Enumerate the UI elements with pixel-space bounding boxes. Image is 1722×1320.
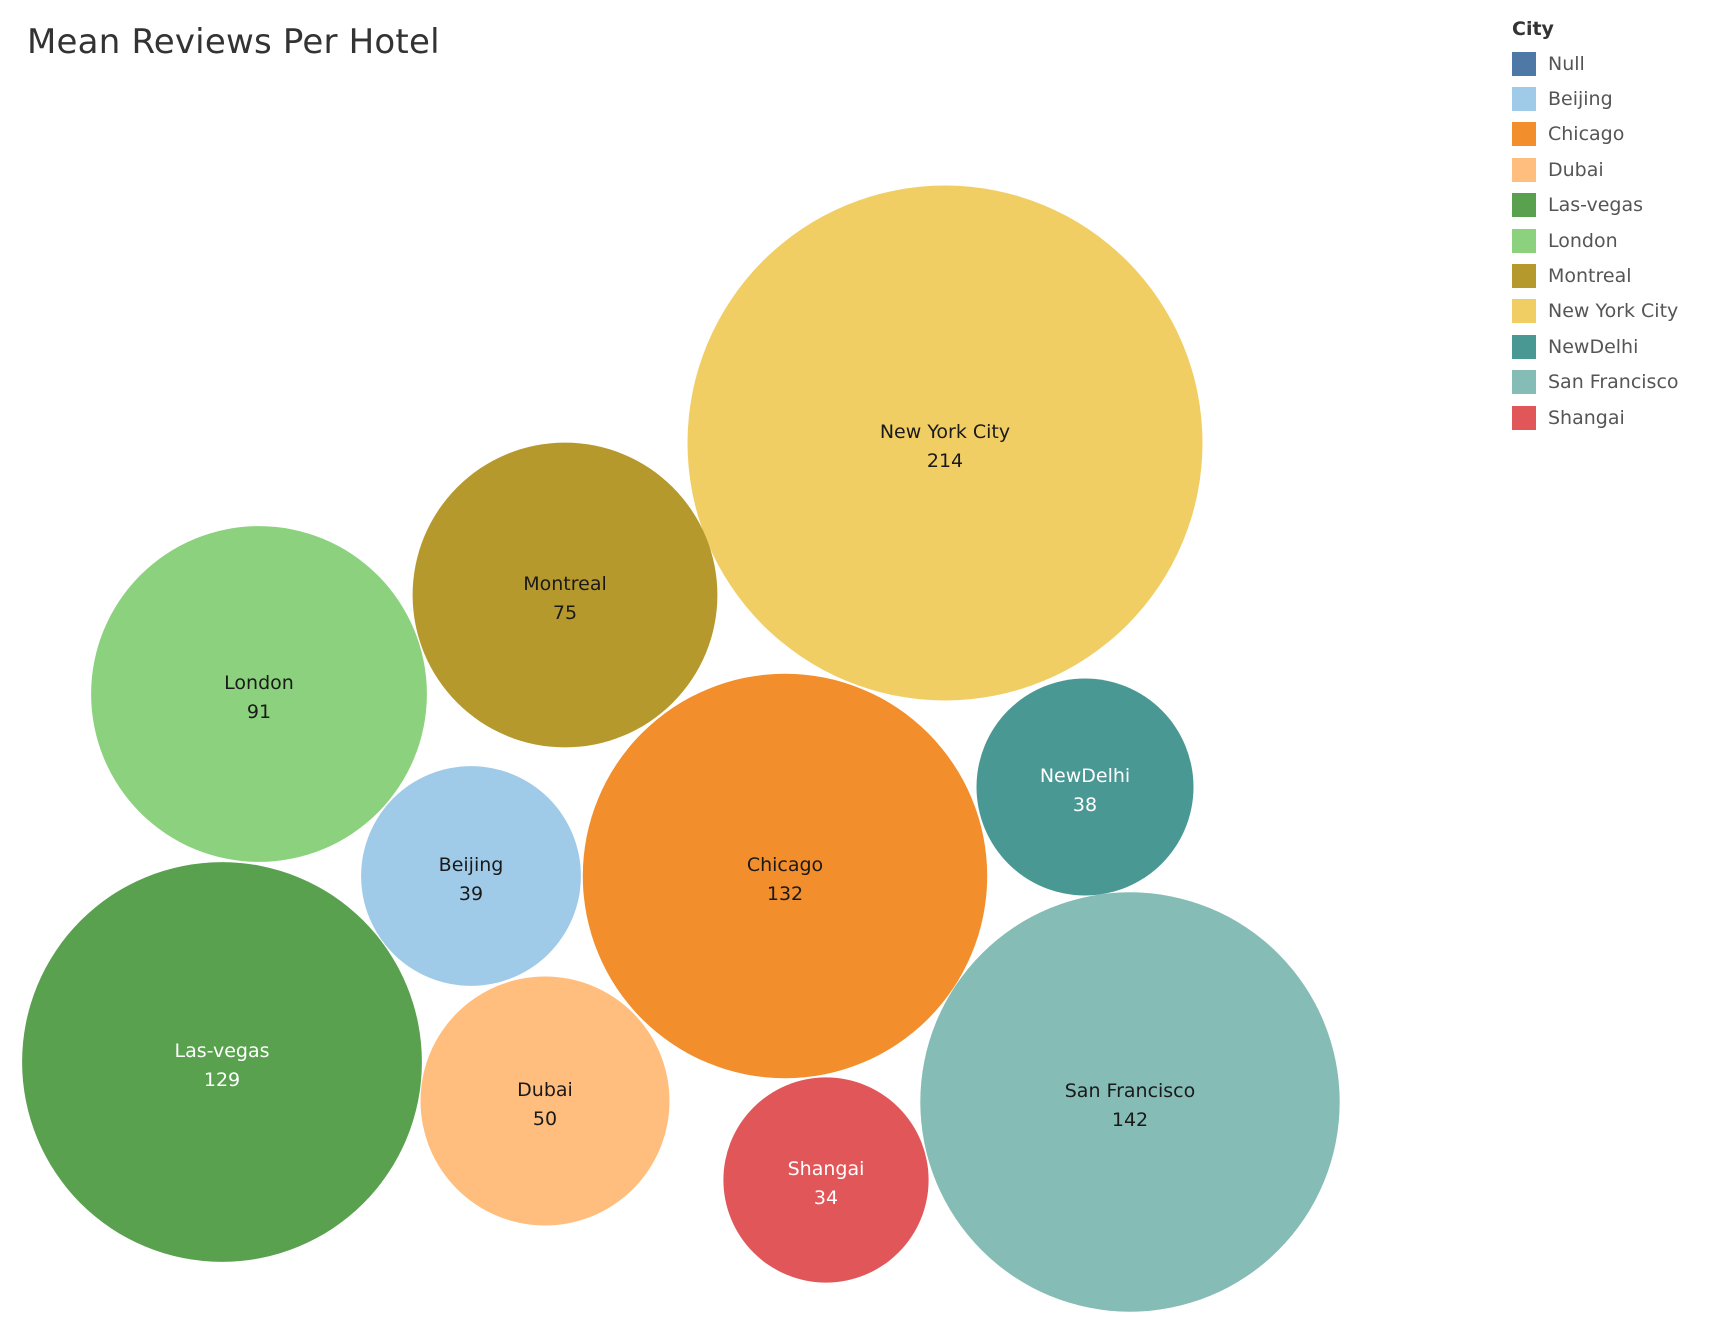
- legend-item[interactable]: Dubai: [1512, 152, 1712, 187]
- bubble-new-york-city[interactable]: New York City 214: [687, 185, 1203, 701]
- bubble-circle[interactable]: [920, 892, 1340, 1312]
- bubble-shangai[interactable]: Shangai 34: [723, 1077, 929, 1283]
- legend-swatch: [1512, 51, 1536, 76]
- bubble-value: 50: [533, 1108, 557, 1130]
- bubble-chart: New York City 214 San Francisco 142 Chicago 1…: [22, 185, 1340, 1312]
- bubble-label: Chicago: [747, 854, 823, 876]
- legend-swatch: [1512, 193, 1536, 218]
- legend-item[interactable]: Chicago: [1512, 117, 1712, 152]
- legend-swatch: [1512, 122, 1536, 147]
- bubble-las-vegas[interactable]: Las-vegas 129: [22, 862, 422, 1262]
- legend-label: Null: [1548, 52, 1585, 75]
- legend-label: New York City: [1548, 300, 1679, 323]
- legend-label: Beijing: [1548, 88, 1613, 111]
- bubble-value: 214: [927, 450, 963, 472]
- legend-item[interactable]: Las-vegas: [1512, 188, 1712, 223]
- legend-label: San Francisco: [1548, 371, 1679, 394]
- legend-swatch: [1512, 157, 1536, 182]
- legend-label: Chicago: [1548, 123, 1625, 146]
- bubble-value: 39: [459, 883, 483, 905]
- bubble-san-francisco[interactable]: San Francisco 142: [920, 892, 1340, 1312]
- bubble-value: 75: [553, 602, 577, 624]
- bubble-value: 142: [1112, 1109, 1148, 1131]
- legend-title: City: [1512, 18, 1554, 40]
- bubble-label: NewDelhi: [1040, 765, 1130, 787]
- legend-swatch: [1512, 264, 1536, 289]
- legend-item[interactable]: NewDelhi: [1512, 329, 1712, 364]
- bubble-montreal[interactable]: Montreal 75: [412, 442, 718, 748]
- bubble-dubai[interactable]: Dubai 50: [420, 976, 670, 1226]
- legend-swatch: [1512, 228, 1536, 253]
- bubble-label: Las-vegas: [174, 1040, 269, 1062]
- legend-label: Montreal: [1548, 265, 1632, 288]
- bubble-circle[interactable]: [420, 976, 670, 1226]
- legend-swatch: [1512, 334, 1536, 359]
- bubble-beijing[interactable]: Beijing 39: [361, 766, 581, 986]
- legend-item[interactable]: London: [1512, 223, 1712, 258]
- bubble-label: London: [224, 672, 294, 694]
- legend-item[interactable]: Null: [1512, 46, 1712, 81]
- chart-title: Mean Reviews Per Hotel: [27, 22, 440, 62]
- bubble-circle[interactable]: [976, 678, 1194, 896]
- bubble-circle[interactable]: [91, 526, 427, 862]
- bubble-label: Dubai: [517, 1079, 573, 1101]
- legend-swatch: [1512, 405, 1536, 430]
- legend-swatch: [1512, 87, 1536, 112]
- bubble-circle[interactable]: [361, 766, 581, 986]
- bubble-value: 38: [1073, 794, 1097, 816]
- legend-swatch: [1512, 370, 1536, 395]
- legend-label: Dubai: [1548, 158, 1604, 181]
- legend-item[interactable]: Montreal: [1512, 258, 1712, 293]
- legend-label: Shangai: [1548, 406, 1625, 429]
- legend-item[interactable]: Beijing: [1512, 81, 1712, 116]
- bubble-london[interactable]: London 91: [91, 526, 427, 862]
- bubble-value: 129: [204, 1069, 240, 1091]
- bubble-label: Beijing: [439, 854, 504, 876]
- bubble-circle[interactable]: [723, 1077, 929, 1283]
- legend-label: NewDelhi: [1548, 335, 1639, 358]
- legend-label: London: [1548, 229, 1618, 252]
- bubble-label: Montreal: [523, 573, 607, 595]
- legend-label: Las-vegas: [1548, 194, 1644, 217]
- bubble-circle[interactable]: [687, 185, 1203, 701]
- legend-item[interactable]: Shangai: [1512, 400, 1712, 435]
- legend-item[interactable]: New York City: [1512, 294, 1712, 329]
- legend-item[interactable]: San Francisco: [1512, 365, 1712, 400]
- bubble-label: San Francisco: [1065, 1080, 1196, 1102]
- bubble-value: 91: [247, 701, 271, 723]
- bubble-label: Shangai: [788, 1158, 865, 1180]
- bubble-newdelhi[interactable]: NewDelhi 38: [976, 678, 1194, 896]
- bubble-circle[interactable]: [412, 442, 718, 748]
- legend-items: Null Beijing Chicago Dubai Las-vegas London Mo…: [1512, 46, 1712, 435]
- bubble-chicago[interactable]: Chicago 132: [582, 673, 988, 1079]
- bubble-circle[interactable]: [22, 862, 422, 1262]
- legend-swatch: [1512, 299, 1536, 324]
- bubble-circle[interactable]: [582, 673, 988, 1079]
- bubble-value: 132: [767, 883, 803, 905]
- legend: City Null Beijing Chicago Dubai Las-vegas Lon…: [1512, 16, 1712, 435]
- bubble-value: 34: [814, 1187, 838, 1209]
- bubble-label: New York City: [880, 421, 1010, 443]
